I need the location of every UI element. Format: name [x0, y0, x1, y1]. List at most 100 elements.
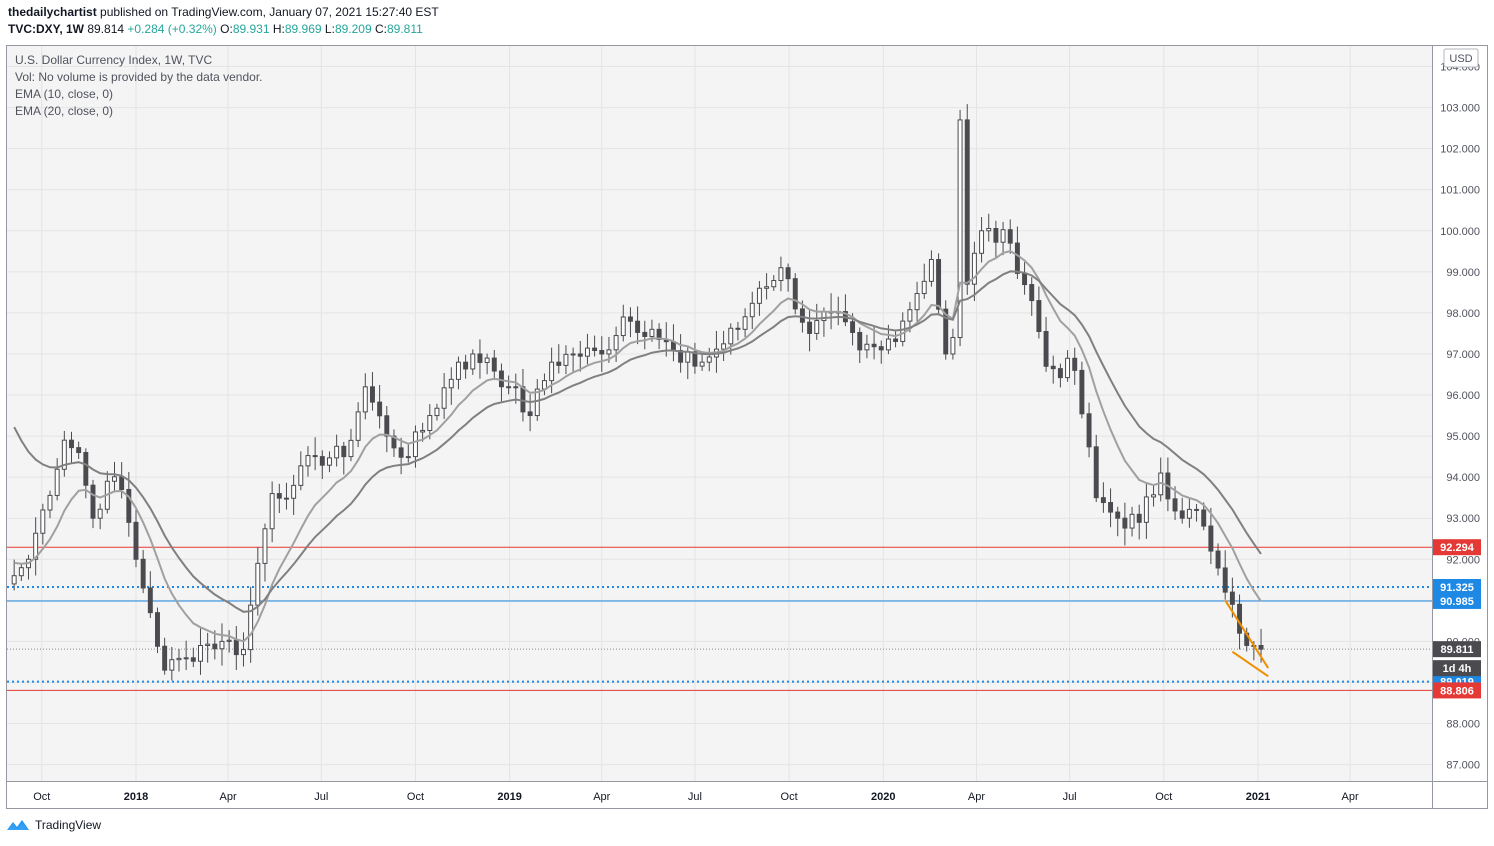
candle-body [878, 346, 884, 351]
candle-body [871, 343, 877, 348]
published-text: published on TradingView.com, January 07… [100, 5, 439, 19]
level-price-tag [1433, 578, 1481, 595]
candle-body [305, 455, 311, 467]
candle-body [61, 439, 67, 470]
candle-body [570, 353, 576, 356]
candle-body [1115, 511, 1121, 519]
candle-body [11, 575, 17, 585]
price-tick-label: 93.000 [1446, 513, 1480, 525]
candle-body [1108, 502, 1114, 513]
ema-lines [13, 250, 1262, 643]
countdown-label: 1d 4h [1443, 663, 1472, 675]
candle-body [885, 338, 891, 351]
candle-body [620, 316, 626, 337]
time-tick-label: 2018 [124, 791, 148, 803]
grid [7, 46, 1432, 781]
candle-body [807, 321, 813, 334]
candle-body [1136, 513, 1142, 523]
price-tick-label: 101.000 [1440, 185, 1480, 197]
time-axis[interactable]: Oct 2018 Apr Jul Oct 2019 Apr Jul Oct 2020 Apr Jul O… [33, 791, 1359, 803]
legend-ema10[interactable]: EMA (10, close, 0) [15, 87, 114, 101]
level-price-tag [1433, 682, 1481, 699]
legend-symbol-name[interactable]: U.S. Dollar Currency Index, 1W, TVC [15, 53, 213, 67]
change-value: +0.284 (+0.32%) [127, 22, 217, 36]
candle-body [126, 488, 132, 523]
candle-body [334, 445, 340, 459]
candle-body [613, 335, 619, 351]
candle-body [412, 431, 418, 458]
candle-body [850, 321, 856, 333]
candle-body [606, 349, 612, 355]
candle-body [1072, 357, 1078, 371]
publish-header: thedailychartist published on TradingVie… [8, 5, 439, 19]
plot-area[interactable] [7, 46, 1432, 781]
candle-body [900, 320, 906, 342]
chart-frame[interactable]: 87.00088.00089.00090.00091.00092.00093.0… [6, 45, 1488, 809]
candle-body [599, 350, 605, 355]
chart-legend: U.S. Dollar Currency Index, 1W, TVC Vol:… [15, 52, 262, 120]
price-tick-label: 98.000 [1446, 308, 1480, 320]
candle-body [986, 227, 992, 232]
legend-volume[interactable]: Vol: No volume is provided by the data v… [15, 70, 263, 84]
candle-body [97, 508, 103, 519]
tradingview-branding[interactable]: TradingView [6, 818, 101, 832]
candle-body [556, 361, 562, 366]
candle-body [857, 331, 863, 351]
low-value: 89.209 [334, 22, 372, 36]
candle-body [964, 119, 970, 285]
candle-body [33, 532, 39, 560]
candle-body [463, 361, 469, 370]
legend-ema20[interactable]: EMA (20, close, 0) [15, 104, 114, 118]
candle-body [83, 452, 89, 486]
candle-body [1100, 497, 1106, 504]
candle-body [284, 497, 289, 500]
time-tick-label: 2021 [1246, 791, 1270, 803]
falling-wedge [1224, 599, 1270, 678]
candle-body [685, 351, 691, 363]
candle-body [627, 316, 633, 322]
candle-body [147, 587, 153, 614]
time-tick-label: Jul [688, 791, 702, 803]
price-tick-label: 102.000 [1440, 144, 1480, 156]
candle-body [979, 230, 985, 254]
symbol-label: TVC:DXY, 1W [8, 22, 85, 36]
candle-body [1258, 644, 1264, 650]
candle-body [649, 328, 655, 337]
candles [11, 104, 1264, 681]
close-label: C: [374, 22, 387, 36]
price-chart[interactable]: 87.00088.00089.00090.00091.00092.00093.0… [6, 45, 1488, 809]
low-label: L: [324, 22, 335, 36]
candle-body [893, 338, 899, 342]
time-tick-label: Oct [33, 791, 50, 803]
candle-body [90, 484, 96, 519]
candle-body [921, 280, 927, 295]
currency-badge[interactable]: USD [1443, 48, 1479, 68]
open-label: O: [220, 22, 233, 36]
candle-body [1036, 300, 1042, 332]
candle-body [233, 639, 239, 656]
candle-body [771, 280, 777, 288]
candle-body [735, 327, 741, 330]
level-price-label: 92.294 [1440, 542, 1475, 554]
candle-body [721, 343, 727, 350]
candle-body [319, 456, 325, 466]
candle-body [54, 468, 60, 496]
candle-body [907, 309, 913, 322]
publisher-name[interactable]: thedailychartist [8, 5, 97, 19]
candle-body [219, 640, 225, 650]
candle-body [491, 357, 497, 372]
candle-body [1129, 513, 1135, 529]
candle-body [764, 286, 770, 289]
candle-body [821, 311, 827, 322]
candle-body [584, 347, 590, 357]
price-tick-label: 100.000 [1440, 226, 1480, 238]
candle-body [792, 278, 798, 310]
candle-body [506, 386, 512, 389]
candle-body [498, 370, 504, 388]
candle-body [119, 476, 125, 490]
candle-body [248, 604, 254, 651]
candle-body [642, 331, 648, 337]
candle-body [455, 361, 461, 380]
candle-body [1229, 591, 1235, 605]
ema10-line [14, 250, 1262, 643]
